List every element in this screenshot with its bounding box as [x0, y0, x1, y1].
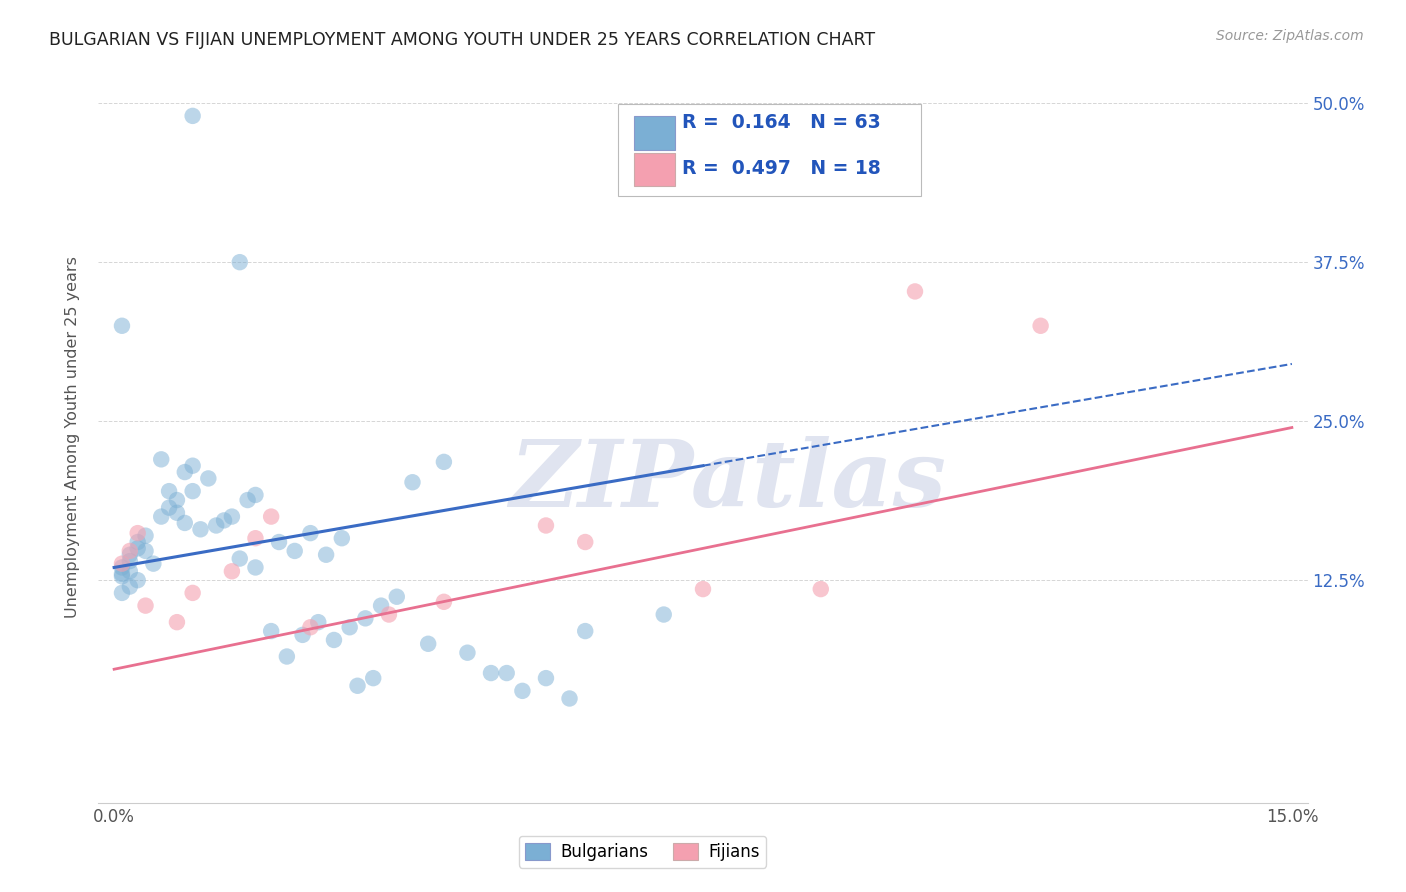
Point: [197, 471, 219, 485]
Point: [150, 509, 173, 524]
Point: [260, 624, 283, 638]
Point: [574, 535, 596, 549]
Point: [127, 541, 149, 556]
Point: [212, 513, 235, 527]
Point: [1029, 318, 1052, 333]
Point: [173, 516, 195, 530]
Point: [205, 518, 228, 533]
Point: [284, 544, 307, 558]
Point: [111, 557, 134, 571]
Point: [127, 535, 149, 549]
Point: [236, 493, 259, 508]
Point: [229, 551, 252, 566]
Point: [276, 649, 298, 664]
Point: [150, 452, 173, 467]
Point: [181, 458, 204, 473]
Point: [299, 526, 322, 541]
Point: [245, 488, 267, 502]
FancyBboxPatch shape: [634, 153, 675, 186]
Point: [118, 564, 141, 578]
Point: [456, 646, 478, 660]
Point: [433, 595, 456, 609]
Point: [370, 599, 392, 613]
Point: [315, 548, 337, 562]
Point: [558, 691, 581, 706]
Point: [190, 522, 212, 536]
Point: [181, 484, 204, 499]
Point: [652, 607, 675, 622]
Point: [534, 671, 557, 685]
Point: [118, 544, 141, 558]
Y-axis label: Unemployment Among Youth under 25 years: Unemployment Among Youth under 25 years: [65, 256, 80, 618]
Point: [330, 531, 353, 545]
Point: [354, 611, 377, 625]
Point: [181, 109, 204, 123]
Point: [111, 586, 134, 600]
Point: [127, 526, 149, 541]
Point: [433, 455, 456, 469]
Point: [118, 548, 141, 562]
Point: [346, 679, 368, 693]
Point: [229, 255, 252, 269]
Point: [692, 582, 714, 596]
Point: [142, 557, 165, 571]
Point: [385, 590, 408, 604]
Text: ZIPatlas: ZIPatlas: [509, 436, 946, 526]
Point: [135, 529, 157, 543]
FancyBboxPatch shape: [619, 104, 921, 195]
Text: BULGARIAN VS FIJIAN UNEMPLOYMENT AMONG YOUTH UNDER 25 YEARS CORRELATION CHART: BULGARIAN VS FIJIAN UNEMPLOYMENT AMONG Y…: [49, 31, 876, 49]
Point: [574, 624, 596, 638]
Point: [418, 637, 440, 651]
Point: [810, 582, 832, 596]
Point: [401, 475, 423, 490]
Point: [135, 544, 157, 558]
Text: R =  0.497   N = 18: R = 0.497 N = 18: [682, 159, 882, 178]
Point: [118, 580, 141, 594]
Point: [111, 569, 134, 583]
Point: [181, 586, 204, 600]
Point: [111, 560, 134, 574]
Point: [166, 493, 188, 508]
Point: [323, 632, 346, 647]
Point: [260, 509, 283, 524]
Point: [157, 500, 180, 515]
Point: [221, 564, 243, 578]
Point: [245, 531, 267, 545]
Point: [166, 506, 188, 520]
Point: [479, 666, 502, 681]
Point: [904, 285, 927, 299]
Legend: Bulgarians, Fijians: Bulgarians, Fijians: [519, 836, 766, 868]
Point: [111, 318, 134, 333]
Point: [361, 671, 384, 685]
Point: [267, 535, 290, 549]
Point: [512, 684, 534, 698]
Point: [339, 620, 361, 634]
Point: [495, 666, 517, 681]
FancyBboxPatch shape: [634, 116, 675, 150]
Point: [111, 566, 134, 581]
Point: [127, 573, 149, 587]
Point: [221, 509, 243, 524]
Point: [157, 484, 180, 499]
Point: [291, 628, 314, 642]
Point: [299, 620, 322, 634]
Point: [135, 599, 157, 613]
Point: [245, 560, 267, 574]
Text: R =  0.164   N = 63: R = 0.164 N = 63: [682, 113, 882, 132]
Point: [173, 465, 195, 479]
Point: [118, 554, 141, 568]
Point: [166, 615, 188, 629]
Point: [378, 607, 401, 622]
Point: [307, 615, 329, 629]
Point: [534, 518, 557, 533]
Text: Source: ZipAtlas.com: Source: ZipAtlas.com: [1216, 29, 1364, 43]
